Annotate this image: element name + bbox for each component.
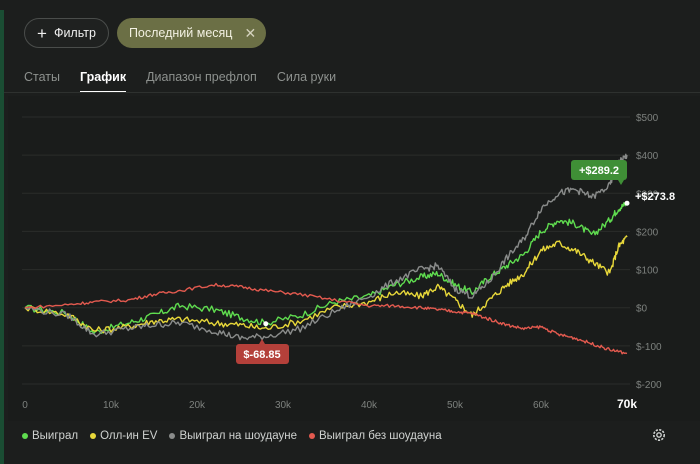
- legend-dot: [90, 433, 97, 439]
- tabs-divider: [4, 92, 700, 93]
- y-tick-label: $400: [636, 151, 659, 162]
- y-tick-label: $-100: [636, 342, 662, 353]
- close-icon[interactable]: ✕: [244, 24, 257, 41]
- series-line: [24, 202, 628, 335]
- tab-hand-strength[interactable]: Сила руки: [276, 70, 337, 84]
- legend-dot: [308, 433, 315, 439]
- final-value-label: +$273.8: [635, 191, 675, 203]
- low-point-marker: [263, 321, 269, 327]
- x-tick-label: 10k: [103, 400, 120, 411]
- y-tick-label: $300: [636, 189, 659, 200]
- max-badge-pointer: [618, 180, 624, 185]
- tab-graph[interactable]: График: [80, 70, 127, 93]
- legend-item-allin-ev[interactable]: Олл-ин EV: [90, 430, 157, 442]
- legend-label: Олл-ин EV: [100, 430, 158, 442]
- x-tick-label: 30k: [275, 400, 292, 411]
- max-value-label: +$289.2: [579, 165, 619, 177]
- y-tick-label: $-200: [636, 380, 662, 391]
- left-accent-bar: [0, 0, 4, 464]
- tab-preflop-range[interactable]: Диапазон префлоп: [146, 70, 257, 84]
- series-line: [24, 235, 628, 334]
- y-tick-label: $0: [636, 304, 648, 315]
- end-point-marker: [624, 200, 630, 206]
- legend-label: Выиграл: [32, 430, 79, 442]
- period-label: Последний месяц: [128, 26, 233, 40]
- x-tick-label: 40k: [361, 400, 378, 411]
- series-line: [24, 282, 628, 355]
- legend-dot: [22, 433, 28, 439]
- filter-button[interactable]: + Фильтр: [24, 18, 109, 48]
- profit-chart: $500 $400 $300 $200 $100 $0 $-100 $-200 0 10k 20k 3…: [22, 113, 675, 411]
- chart-panel: [8, 96, 700, 421]
- y-tick-label: $200: [636, 227, 659, 238]
- x-tick-label: 50k: [447, 400, 464, 411]
- plus-icon: +: [37, 23, 47, 43]
- legend-item-won[interactable]: Выиграл: [22, 430, 78, 442]
- period-chip[interactable]: Последний месяц ✕: [116, 18, 267, 48]
- filter-label: Фильтр: [53, 26, 96, 40]
- legend-item-non-showdown[interactable]: Выиграл без шоудауна: [308, 430, 442, 442]
- legend-item-showdown[interactable]: Выиграл на шоудауне: [169, 430, 297, 442]
- min-badge-pointer: [259, 339, 265, 344]
- filter-bar: + Фильтр Последний месяц ✕: [24, 18, 267, 48]
- legend-dot: [169, 433, 176, 439]
- legend-label: Выиграл на шоудауне: [179, 430, 297, 442]
- x-tick-label: 60k: [533, 400, 550, 411]
- x-tick-label: 0: [22, 400, 28, 411]
- tab-bar: Статы График Диапазон префлоп Сила руки: [24, 70, 336, 93]
- top-strip: [0, 0, 700, 10]
- x-tick-label: 70k: [617, 397, 637, 411]
- max-badge: [571, 160, 627, 180]
- tab-stats[interactable]: Статы: [24, 70, 60, 84]
- gear-icon[interactable]: [651, 427, 667, 443]
- chart-legend: Выиграл Олл-ин EV Выиграл на шоудауне Вы…: [22, 430, 442, 442]
- y-tick-label: $500: [636, 113, 659, 124]
- series-line: [24, 153, 628, 341]
- y-tick-label: $100: [636, 266, 659, 277]
- min-value-label: $-68.85: [243, 349, 280, 361]
- legend-label: Выиграл без шоудауна: [318, 430, 442, 442]
- x-tick-label: 20k: [189, 400, 206, 411]
- min-badge: [236, 344, 289, 364]
